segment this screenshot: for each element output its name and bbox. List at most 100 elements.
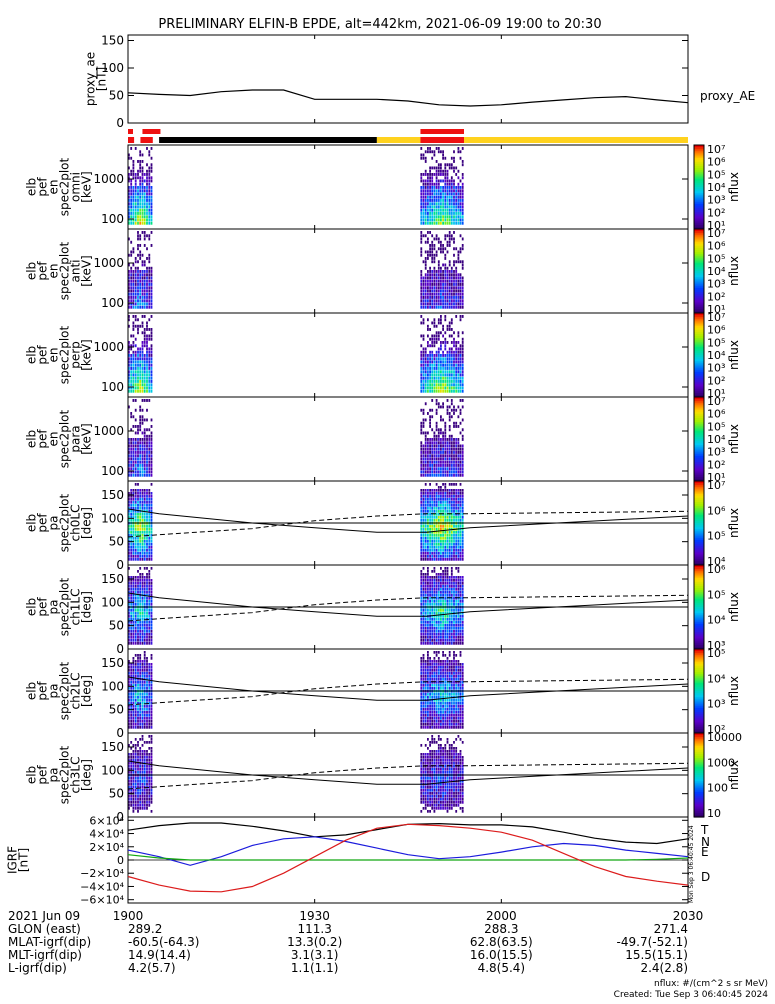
- spectrogram-omni-cell: [444, 215, 446, 218]
- spectrogram-ch2LC-cell: [440, 720, 442, 723]
- spectrogram-anti-cell: [135, 286, 137, 289]
- spectrogram-perp-cell: [148, 328, 150, 331]
- spectrogram-para-cell: [455, 409, 457, 412]
- spectrogram-ch2LC-cell: [458, 672, 460, 675]
- spectrogram-ch2LC-cell: [462, 708, 464, 711]
- spectrogram-perp-cell: [139, 348, 141, 351]
- spectrogram-anti-cell: [148, 254, 150, 257]
- spectrogram-ch1LC-cell: [139, 633, 141, 636]
- spectrogram-ch1LC-cell: [431, 570, 433, 573]
- spectrogram-anti-cell: [449, 244, 451, 247]
- spectrogram-ch0LC-cell: [440, 486, 442, 489]
- spectrogram-ch2LC-cell: [444, 654, 446, 657]
- spectrogram-ch1LC-cell: [458, 570, 460, 573]
- spectrogram-ch1LC-cell: [438, 636, 440, 639]
- spectrogram-omni-cell: [130, 193, 132, 196]
- spectrogram-para-cell: [449, 412, 451, 415]
- spectrogram-para-cell: [425, 435, 427, 438]
- spectrogram-ch1LC-cell: [444, 585, 446, 588]
- spectrogram-para-cell: [431, 428, 433, 431]
- spectrogram-para-cell: [130, 412, 132, 415]
- spectrogram-anti-cell: [438, 264, 440, 267]
- spectrogram-anti-cell: [420, 238, 422, 241]
- spectrogram-ch2LC-cell: [444, 699, 446, 702]
- spectrogram-ch0LC-cell: [462, 504, 464, 507]
- spectrogram-ch2LC-ytick-label: 150: [101, 656, 124, 670]
- spectrogram-ch0LC-cell: [460, 534, 462, 537]
- spectrogram-anti-cell: [423, 286, 425, 289]
- spectrogram-ch1LC-cell: [462, 630, 464, 633]
- spectrogram-anti-cell: [444, 267, 446, 270]
- spectrogram-anti-cell: [451, 277, 453, 280]
- spectrogram-perp-cell: [447, 361, 449, 364]
- spectrogram-omni-cell: [420, 202, 422, 205]
- spectrogram-omni-cell: [462, 176, 464, 179]
- spectrogram-ch1LC-cell: [442, 642, 444, 645]
- spectrogram-perp-cell: [442, 341, 444, 344]
- spectrogram-para-cell: [449, 458, 451, 461]
- spectrogram-ch0LC-cell: [431, 555, 433, 558]
- spectrogram-perp-cell: [458, 331, 460, 334]
- spectrogram-ch2LC-cell: [135, 681, 137, 684]
- spectrogram-ch2LC-cell: [442, 711, 444, 714]
- spectrogram-ch2LC-cell: [139, 666, 141, 669]
- spectrogram-anti-cell: [137, 280, 139, 283]
- spectrogram-para-cell: [144, 419, 146, 422]
- spectrogram-anti-cell: [130, 273, 132, 276]
- spectrogram-ch2LC-cell: [449, 693, 451, 696]
- spectrogram-ch0LC-cell: [429, 537, 431, 540]
- spectrogram-omni-cell: [135, 193, 137, 196]
- spectrogram-ch2LC-cell: [130, 720, 132, 723]
- spectrogram-ch1LC-cell: [151, 582, 153, 585]
- spectrogram-ch0LC-cell: [148, 513, 150, 516]
- spectrogram-omni-cell: [144, 173, 146, 176]
- spectrogram-ch2LC-cell: [458, 717, 460, 720]
- spectrogram-ch1LC-cell: [135, 615, 137, 618]
- spectrogram-perp-cell: [146, 335, 148, 338]
- spectrogram-para-cell: [144, 467, 146, 470]
- spectrogram-ch1LC-cell: [423, 630, 425, 633]
- spectrogram-omni-cell: [146, 212, 148, 215]
- spectrogram-omni-cell: [453, 196, 455, 199]
- spectrogram-omni-cell: [137, 160, 139, 163]
- spectrogram-ch2LC-cell: [431, 663, 433, 666]
- spectrogram-perp-cell: [423, 361, 425, 364]
- spectrogram-perp-cell: [451, 354, 453, 357]
- spectrogram-ch0LC-cell: [438, 516, 440, 519]
- spectrogram-ch1LC-cell: [423, 582, 425, 585]
- spectrogram-ch1LC-cell: [438, 600, 440, 603]
- spectrogram-ch1LC-cell: [130, 594, 132, 597]
- spectrogram-perp-cell: [440, 331, 442, 334]
- spectrogram-ch0LC-cell: [427, 549, 429, 552]
- spectrogram-ch1LC-cell: [458, 609, 460, 612]
- spectrogram-perp-cell: [462, 361, 464, 364]
- spectrogram-ch2LC-cell: [420, 705, 422, 708]
- spectrogram-perp-cell: [151, 377, 153, 380]
- spectrogram-anti-cell: [438, 273, 440, 276]
- spectrogram-anti-cell: [462, 296, 464, 299]
- spectrogram-ch0LC-cell: [137, 546, 139, 549]
- spectrogram-perp-cell: [458, 348, 460, 351]
- spectrogram-para-cell: [444, 454, 446, 457]
- spectrogram-ch2LC-cell: [133, 657, 135, 660]
- spectrogram-anti-cell: [442, 286, 444, 289]
- spectrogram-ch2LC-cell: [460, 666, 462, 669]
- spectrogram-ch1LC-cell: [146, 621, 148, 624]
- spectrogram-ch1LC-cell: [447, 636, 449, 639]
- spectrogram-anti-cell: [148, 303, 150, 306]
- spectrogram-ch0LC-cell: [130, 546, 132, 549]
- spectrogram-ch2LC-cell: [431, 696, 433, 699]
- spectrogram-ch0LC-cell: [133, 543, 135, 546]
- spectrogram-ch2LC-cell: [460, 675, 462, 678]
- spectrogram-omni-cell: [449, 180, 451, 183]
- spectrogram-perp-cell: [440, 383, 442, 386]
- spectrogram-ch0LC-cell: [440, 495, 442, 498]
- spectrogram-ch0LC-cell: [453, 507, 455, 510]
- spectrogram-perp-cell: [436, 374, 438, 377]
- spectrogram-anti-cell: [137, 270, 139, 273]
- spectrogram-anti-cell: [146, 306, 148, 309]
- spectrogram-omni-cell: [427, 212, 429, 215]
- spectrogram-para-cell: [434, 464, 436, 467]
- spectrogram-ch2LC-cell: [449, 714, 451, 717]
